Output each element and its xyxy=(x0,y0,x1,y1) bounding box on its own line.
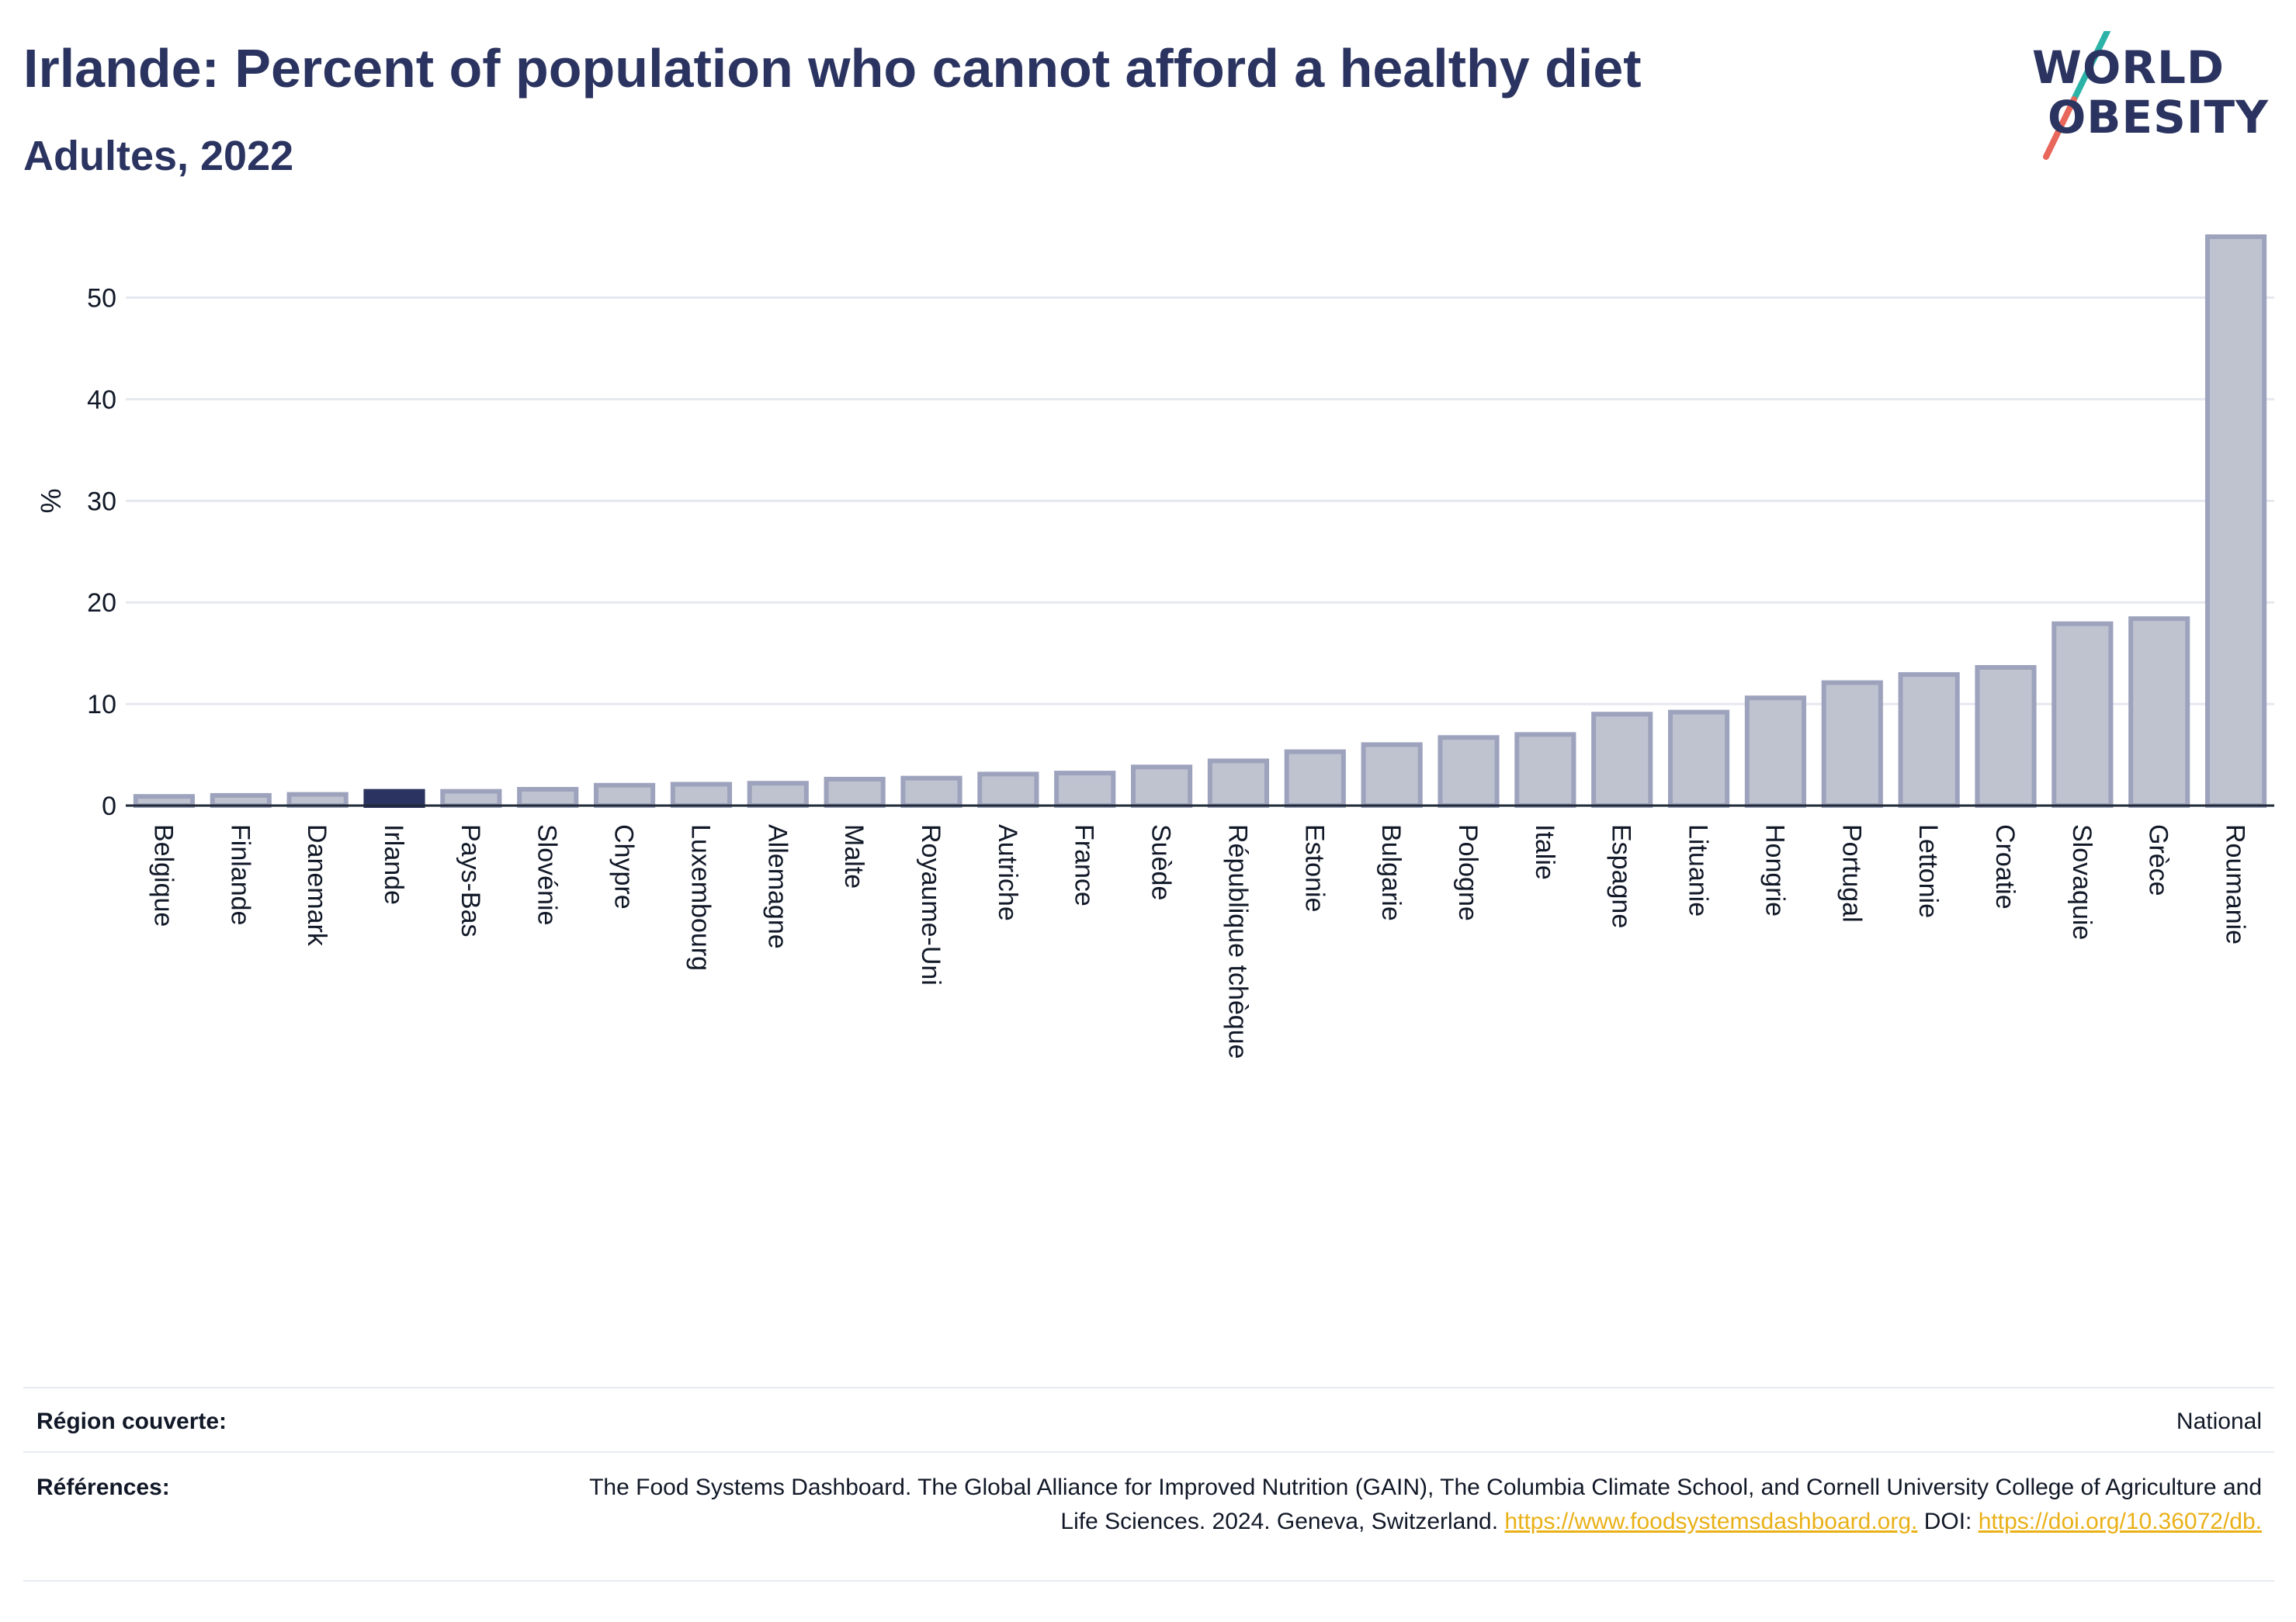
bar-Lettonie xyxy=(1898,672,1960,808)
x-tick-label: Allemagne xyxy=(762,824,792,949)
bar-Luxembourg xyxy=(670,782,733,809)
logo-word-world: WORLD xyxy=(2032,41,2225,94)
x-tick-label: Estonie xyxy=(1299,824,1329,912)
y-tick-label: 40 xyxy=(87,385,116,414)
bar-Finlande xyxy=(210,792,272,809)
footer-divider-middle xyxy=(23,1451,2274,1453)
y-axis-label: % xyxy=(35,488,67,513)
bar-Portugal xyxy=(1821,680,1883,808)
y-tick-label: 50 xyxy=(87,284,116,314)
bar-Slovénie xyxy=(517,787,579,808)
x-axis-ticks: Belgique Finlande Danemark Irlande Pays-Bas S… xyxy=(148,824,2249,1059)
x-tick-label: Espagne xyxy=(1607,824,1636,928)
bar-Malte xyxy=(824,776,886,808)
x-tick-label: Bulgarie xyxy=(1376,824,1406,921)
bar-Danemark xyxy=(286,792,349,809)
x-tick-label: République tchèque xyxy=(1223,824,1252,1059)
bar-chart: 0 10 20 30 40 50 % Belgique Finlande Danemark Ir… xyxy=(35,234,2274,1059)
bars xyxy=(133,234,2267,809)
bar-Roumanie xyxy=(2204,234,2267,808)
x-tick-label: Portugal xyxy=(1836,824,1866,923)
y-tick-label: 10 xyxy=(87,690,116,719)
x-tick-label: Suède xyxy=(1146,824,1176,900)
bar-Irlande xyxy=(363,788,425,808)
x-tick-label: Roumanie xyxy=(2221,824,2250,944)
bar-Chypre xyxy=(593,782,656,808)
y-axis-ticks: 0 10 20 30 40 50 xyxy=(87,284,116,821)
x-tick-label: Belgique xyxy=(148,824,178,927)
x-tick-label: Grèce xyxy=(2144,824,2173,896)
footer-divider-top xyxy=(23,1387,2274,1388)
x-tick-label: Chypre xyxy=(609,824,639,910)
dashboard-link[interactable]: https://www.foodsystemsdashboard.org. xyxy=(1504,1509,1918,1534)
x-tick-label: Luxembourg xyxy=(685,824,715,971)
bar-Estonie xyxy=(1284,749,1346,808)
world-obesity-logo: WORLD OBESITY xyxy=(2018,31,2282,171)
bar-Autriche xyxy=(977,771,1039,809)
x-tick-label: Italie xyxy=(1530,824,1559,880)
x-tick-label: Lettonie xyxy=(1913,824,1943,918)
x-tick-label: Pologne xyxy=(1453,824,1483,921)
x-tick-label: Slovaquie xyxy=(2067,824,2097,940)
logo-slash-icon xyxy=(2043,31,2110,160)
bar-Croatie xyxy=(1975,664,2037,808)
bar-Slovaquie xyxy=(2051,621,2114,808)
logo-word-obesity: OBESITY xyxy=(2048,91,2270,144)
bar-Pays-Bas xyxy=(440,788,502,808)
x-tick-label: Irlande xyxy=(379,824,408,905)
doi-link[interactable]: https://doi.org/10.36072/db. xyxy=(1978,1509,2262,1534)
bar-Belgique xyxy=(133,794,196,808)
x-tick-label: Hongrie xyxy=(1760,824,1789,917)
footer-divider-bottom xyxy=(23,1580,2274,1582)
x-tick-label: Autriche xyxy=(993,824,1022,921)
bar-Italie xyxy=(1514,732,1576,808)
bar-Grèce xyxy=(2128,616,2190,809)
references-label: Références: xyxy=(36,1475,170,1500)
bar-République tchèque xyxy=(1207,758,1270,809)
bar-Lituanie xyxy=(1667,709,1730,808)
x-tick-label: Slovénie xyxy=(532,824,562,925)
x-tick-label: Malte xyxy=(839,824,869,889)
bar-Pologne xyxy=(1438,735,1500,808)
references-body: The Food Systems Dashboard. The Global A… xyxy=(589,1475,2262,1534)
y-tick-label: 0 xyxy=(102,792,116,821)
chart-subtitle: Adultes, 2022 xyxy=(23,133,294,179)
references-text: The Food Systems Dashboard. The Global A… xyxy=(554,1471,2262,1539)
y-tick-label: 30 xyxy=(87,487,116,516)
x-tick-label: Danemark xyxy=(302,824,331,947)
bar-France xyxy=(1054,771,1116,808)
bar-Bulgarie xyxy=(1361,742,1423,809)
bar-Suède xyxy=(1130,764,1193,809)
gridlines xyxy=(126,296,2274,705)
region-value: National xyxy=(2176,1409,2262,1434)
x-tick-label: France xyxy=(1070,824,1099,906)
x-tick-label: Croatie xyxy=(1990,824,2020,910)
bar-Royaume-Uni xyxy=(900,775,962,809)
y-tick-label: 20 xyxy=(87,588,116,618)
bar-Hongrie xyxy=(1744,695,1807,809)
x-tick-label: Finlande xyxy=(225,824,255,925)
region-label: Région couverte: xyxy=(36,1409,227,1434)
bar-Allemagne xyxy=(747,781,809,808)
chart-title: Irlande: Percent of population who canno… xyxy=(23,38,1642,99)
x-tick-label: Lituanie xyxy=(1684,824,1713,917)
x-tick-label: Royaume-Uni xyxy=(916,824,945,986)
bar-Espagne xyxy=(1591,712,1653,808)
doi-label: DOI: xyxy=(1923,1509,1972,1534)
x-tick-label: Pays-Bas xyxy=(456,824,485,938)
